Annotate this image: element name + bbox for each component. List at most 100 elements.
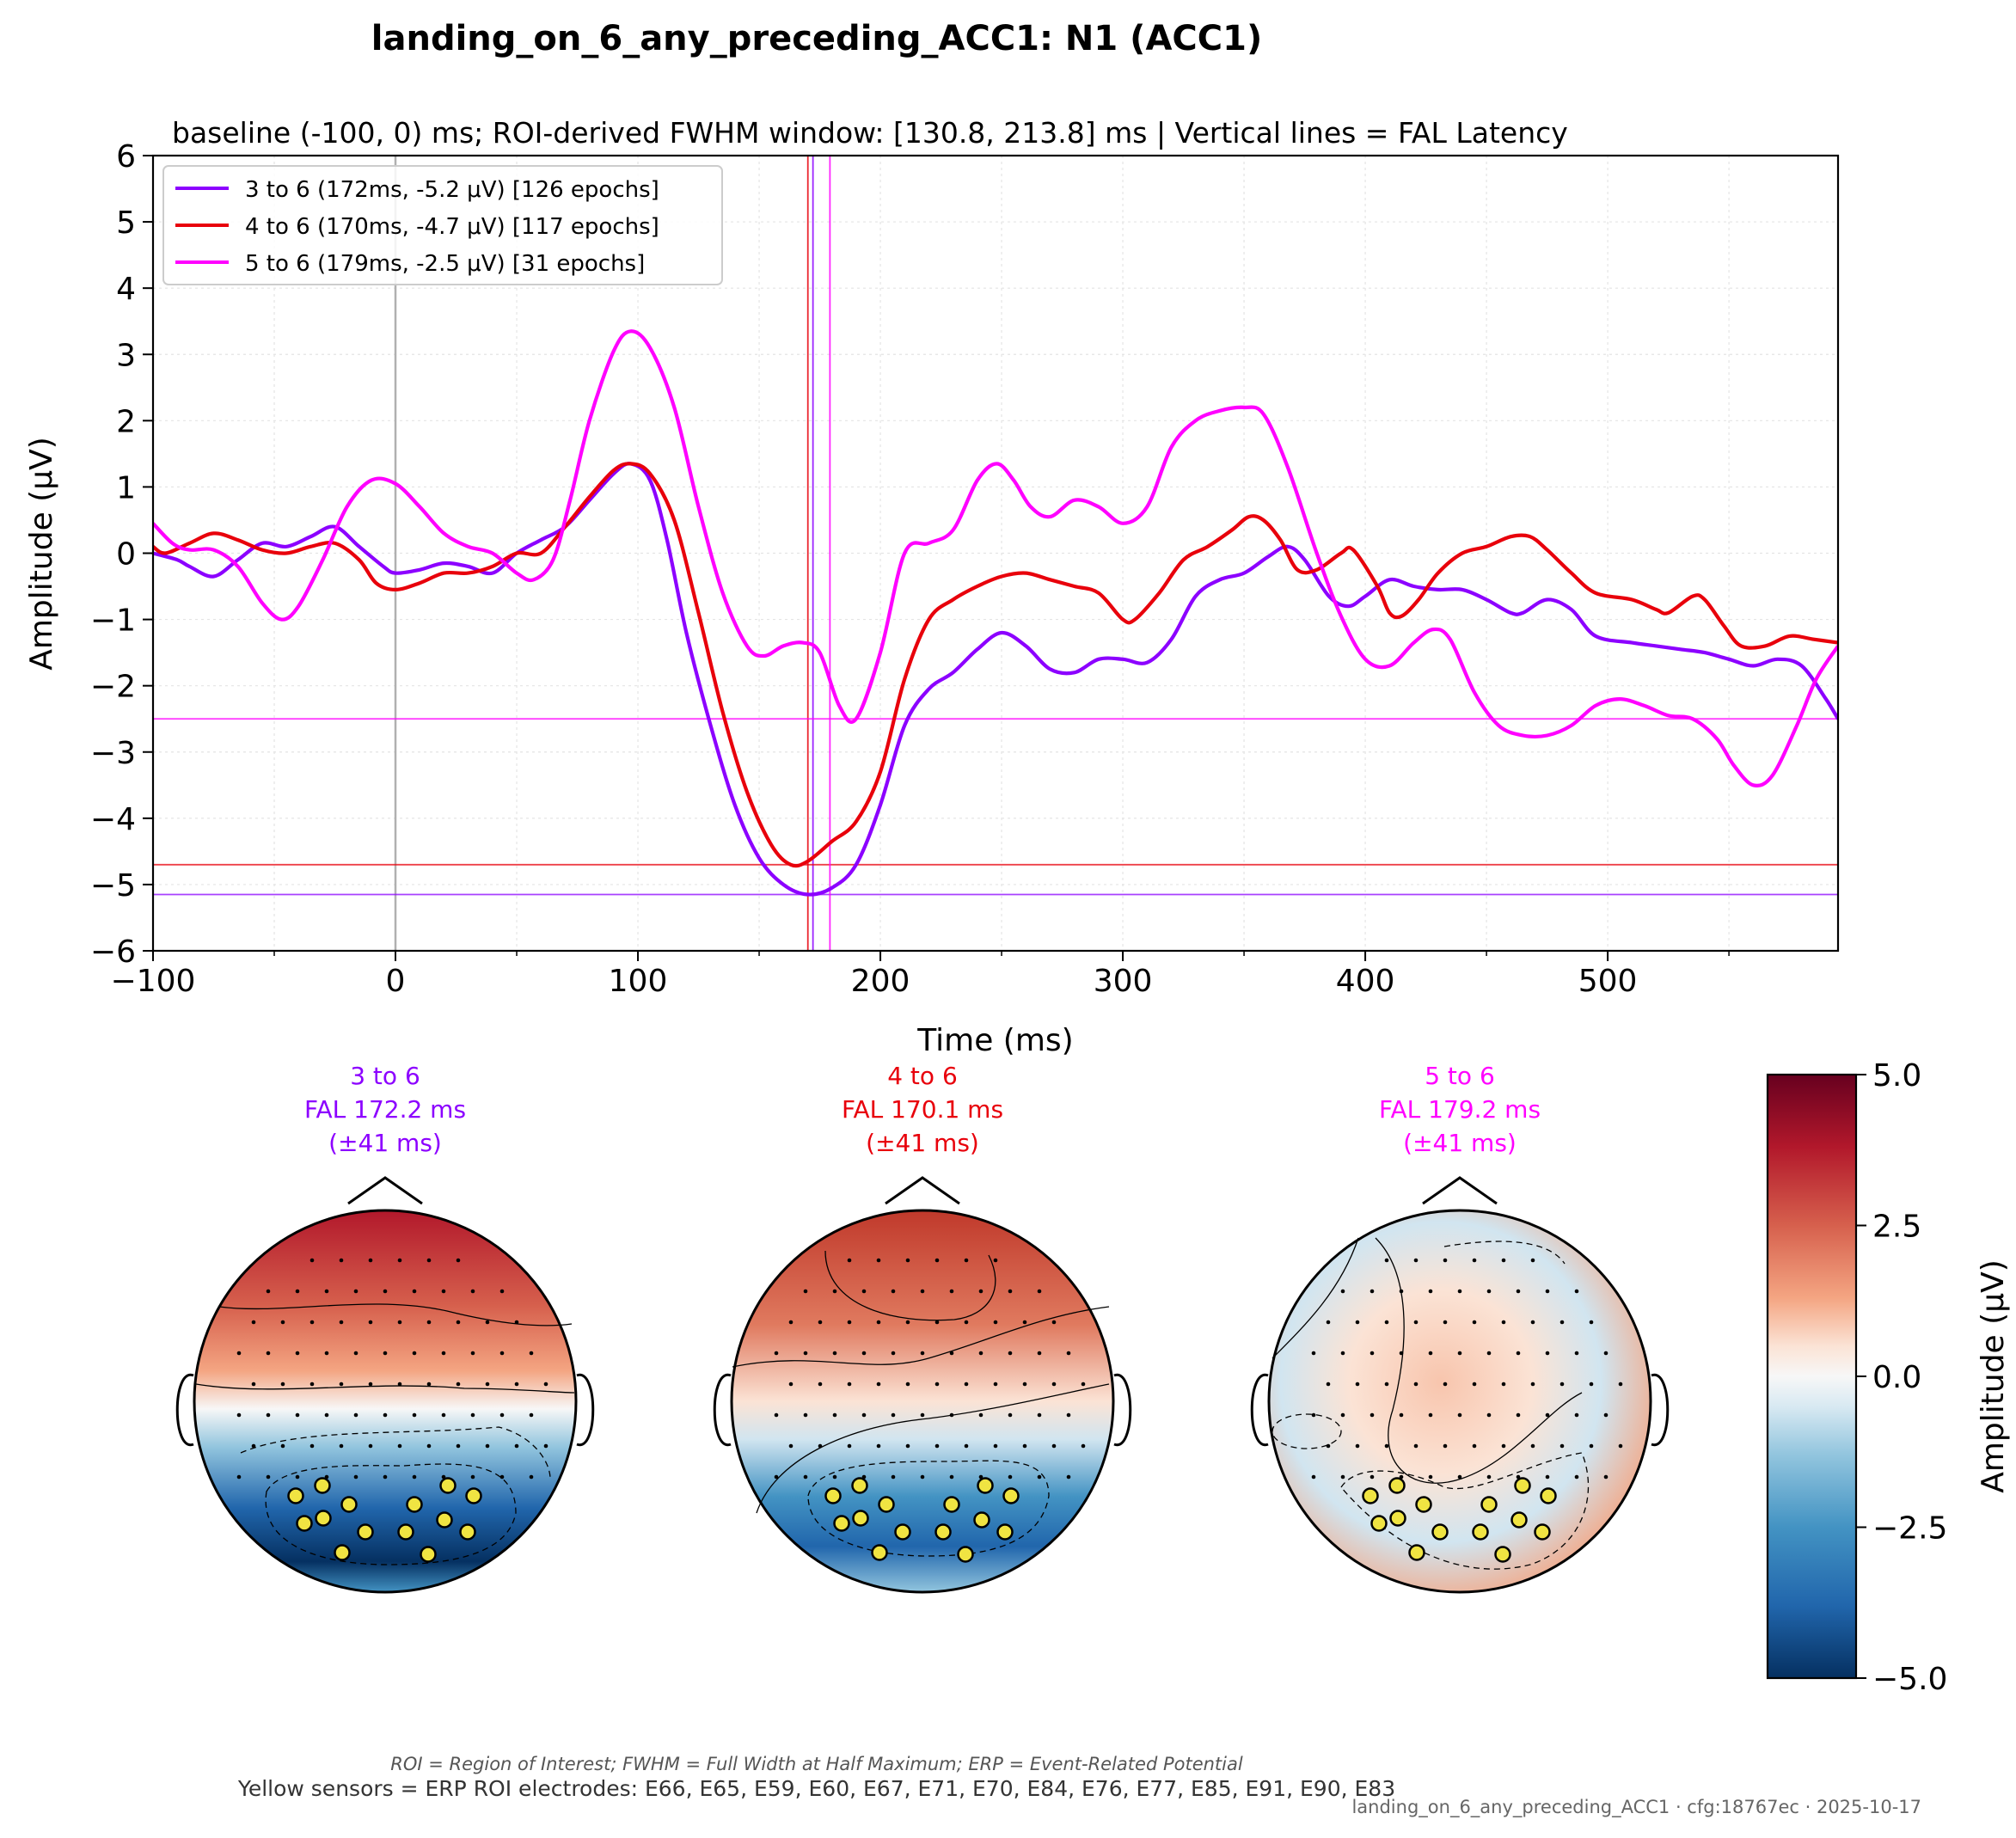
y-tick-label: 3 — [116, 338, 136, 373]
sensor-dot — [309, 1382, 315, 1387]
sensor-dot — [788, 1382, 794, 1387]
topomap-fal: FAL 170.1 ms — [841, 1095, 1004, 1124]
colorbar-tick-label: 5.0 — [1872, 1058, 1921, 1094]
contour-line — [195, 1383, 575, 1394]
sensor-dot — [1486, 1412, 1492, 1418]
sensor-dot — [529, 1351, 534, 1356]
topomap-fal: FAL 172.2 ms — [303, 1095, 467, 1124]
sensor-dot — [324, 1474, 329, 1480]
roi-electrode — [1389, 1510, 1406, 1527]
sensor-dot — [1384, 1320, 1389, 1325]
sensor-dot — [964, 1258, 969, 1263]
sensor-dot — [934, 1320, 940, 1325]
roi-electrode — [406, 1496, 423, 1513]
x-tick-label: 300 — [1094, 964, 1153, 999]
sensor-dot — [905, 1258, 910, 1263]
y-tick-label: −4 — [90, 802, 136, 837]
sensor-dot — [905, 1443, 910, 1449]
roi-electrode — [436, 1511, 453, 1529]
sensor-dot — [280, 1443, 285, 1449]
sensor-dot — [1516, 1289, 1521, 1294]
colorbar-tick-label: 2.5 — [1872, 1210, 1921, 1245]
roi-electrode — [878, 1496, 895, 1513]
legend-entry-series-2: 4 to 6 (170ms, -4.7 μV) [117 epochs] — [245, 214, 659, 240]
sensor-dot — [876, 1320, 881, 1325]
x-axis-label: Time (ms) — [916, 1023, 1073, 1058]
roi-electrode — [1370, 1515, 1388, 1532]
contour-line-negative — [240, 1426, 551, 1480]
sensor-dot — [543, 1382, 548, 1387]
sensor-dot — [847, 1320, 852, 1325]
sensor-dot — [1428, 1351, 1433, 1356]
sensor-dot — [426, 1320, 432, 1325]
sensor-dot — [309, 1320, 315, 1325]
roi-electrode — [934, 1523, 952, 1541]
colorbar-tick-label: −5.0 — [1872, 1662, 1947, 1697]
sensor-dot — [412, 1412, 417, 1418]
sensor-dot — [1413, 1258, 1419, 1263]
sensor-dot — [1037, 1351, 1042, 1356]
sensor-dot — [412, 1474, 417, 1480]
sensor-dot — [1428, 1412, 1433, 1418]
sensor-dot — [920, 1474, 925, 1480]
topomap-fal: FAL 179.2 ms — [1378, 1095, 1541, 1124]
roi-electrode — [334, 1544, 351, 1561]
sensor-dot — [993, 1320, 998, 1325]
sensor-dot — [426, 1258, 432, 1263]
sensor-dot — [1326, 1320, 1331, 1325]
sensor-dot — [788, 1443, 794, 1449]
sensor-dot — [1472, 1258, 1477, 1263]
sensor-dot — [1589, 1443, 1594, 1449]
roi-electrode — [996, 1523, 1014, 1541]
sensor-dot — [266, 1474, 271, 1480]
sensor-dot — [978, 1351, 983, 1356]
x-tick-label: 200 — [851, 964, 910, 999]
sensor-dot — [934, 1382, 940, 1387]
sensor-dot — [1559, 1443, 1565, 1449]
contour-line — [1375, 1237, 1583, 1484]
reference-lines — [153, 156, 1838, 951]
sensor-dot — [1472, 1443, 1477, 1449]
legend-entry-series-1: 3 to 6 (172ms, -5.2 μV) [126 epochs] — [245, 177, 659, 203]
sensor-dot — [514, 1382, 519, 1387]
sensor-dot — [266, 1412, 271, 1418]
sensor-dot — [353, 1289, 358, 1294]
roi-electrode — [957, 1546, 974, 1563]
sensor-dot — [383, 1412, 388, 1418]
erp-plot: −100 0 100 200 300 400 500−6−5−4−3−2−10123456 … — [24, 116, 1840, 1058]
sensor-dot — [1428, 1474, 1433, 1480]
sensor-dot — [499, 1474, 505, 1480]
sensor-dot — [397, 1382, 402, 1387]
sensor-dot — [1037, 1474, 1042, 1480]
sensor-dot — [832, 1289, 837, 1294]
sensor-dot — [368, 1443, 373, 1449]
colorbar: 5.0 2.5 0.0 −2.5 −5.0 Amplitude (μV) — [1766, 1058, 2011, 1697]
topomap-title-5-to-6: 5 to 6 FAL 179.2 ms (±41 ms) — [1279, 1059, 1640, 1160]
sensor-dot — [1370, 1351, 1375, 1356]
sensor-dot — [949, 1289, 954, 1294]
footnote-roi-electrodes: Yellow sensors = ERP ROI electrodes: E66… — [237, 1776, 1396, 1801]
sensor-dot — [1340, 1289, 1345, 1294]
sensor-dot — [1399, 1351, 1404, 1356]
sensor-dot — [1545, 1289, 1550, 1294]
sensor-dot — [1443, 1258, 1448, 1263]
sensor-dot — [236, 1351, 242, 1356]
sensor-dot — [1559, 1382, 1565, 1387]
sensor-dot — [1501, 1443, 1506, 1449]
sensor-dot — [236, 1412, 242, 1418]
sensor-dot — [1051, 1320, 1057, 1325]
sensor-dot — [1311, 1351, 1316, 1356]
sensor-dot — [1340, 1412, 1345, 1418]
sensor-dot — [920, 1412, 925, 1418]
sensor-dot — [803, 1474, 808, 1480]
sensor-dot — [861, 1351, 867, 1356]
sensor-dot — [339, 1443, 344, 1449]
sensor-dot — [1618, 1443, 1623, 1449]
sensor-dot — [309, 1258, 315, 1263]
topomap-window: (±41 ms) — [328, 1129, 442, 1157]
roi-electrode — [465, 1487, 482, 1504]
sensor-dot — [1370, 1289, 1375, 1294]
sensor-dot — [978, 1412, 983, 1418]
sensor-dot — [1051, 1382, 1057, 1387]
y-axis-label: Amplitude (μV) — [24, 437, 59, 671]
